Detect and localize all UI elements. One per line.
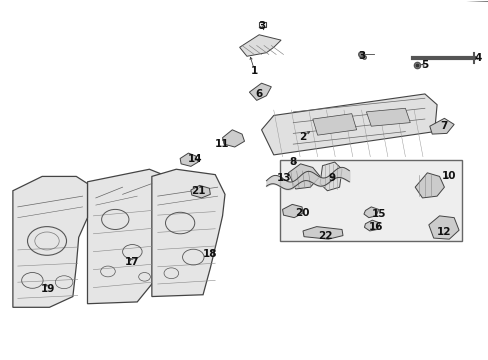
Text: 17: 17 (125, 257, 140, 267)
Text: 3: 3 (357, 51, 365, 61)
Polygon shape (261, 94, 436, 155)
Text: 10: 10 (441, 171, 456, 181)
Text: 1: 1 (250, 66, 257, 76)
Text: 2: 2 (299, 132, 306, 142)
Polygon shape (282, 204, 303, 218)
Polygon shape (87, 169, 178, 304)
Text: 7: 7 (440, 121, 447, 131)
Polygon shape (249, 83, 271, 100)
Polygon shape (363, 207, 378, 218)
Text: 13: 13 (277, 173, 291, 183)
Polygon shape (303, 226, 342, 239)
Text: 19: 19 (41, 284, 56, 294)
Polygon shape (222, 130, 244, 147)
Text: 14: 14 (187, 154, 202, 164)
Polygon shape (152, 169, 224, 297)
Text: 20: 20 (294, 208, 308, 218)
Text: 5: 5 (421, 59, 427, 69)
Text: 16: 16 (368, 222, 383, 231)
Polygon shape (364, 220, 379, 231)
Text: 8: 8 (289, 157, 296, 167)
Text: 22: 22 (317, 231, 331, 240)
Polygon shape (320, 162, 341, 191)
Polygon shape (429, 118, 453, 134)
Bar (279, 160, 462, 241)
Polygon shape (180, 153, 198, 166)
Text: 3: 3 (257, 21, 264, 31)
Polygon shape (13, 176, 87, 307)
Text: 15: 15 (370, 209, 385, 219)
Text: 9: 9 (328, 173, 335, 183)
Polygon shape (366, 108, 409, 126)
Polygon shape (190, 185, 210, 198)
Polygon shape (428, 216, 458, 239)
Text: 18: 18 (203, 248, 217, 258)
Polygon shape (414, 173, 444, 198)
Text: 11: 11 (215, 139, 229, 149)
Polygon shape (288, 164, 320, 189)
Text: 4: 4 (474, 53, 481, 63)
Polygon shape (239, 35, 281, 56)
Polygon shape (312, 114, 356, 135)
Text: 6: 6 (255, 89, 262, 99)
Text: 21: 21 (190, 186, 205, 197)
Text: 12: 12 (436, 227, 451, 237)
